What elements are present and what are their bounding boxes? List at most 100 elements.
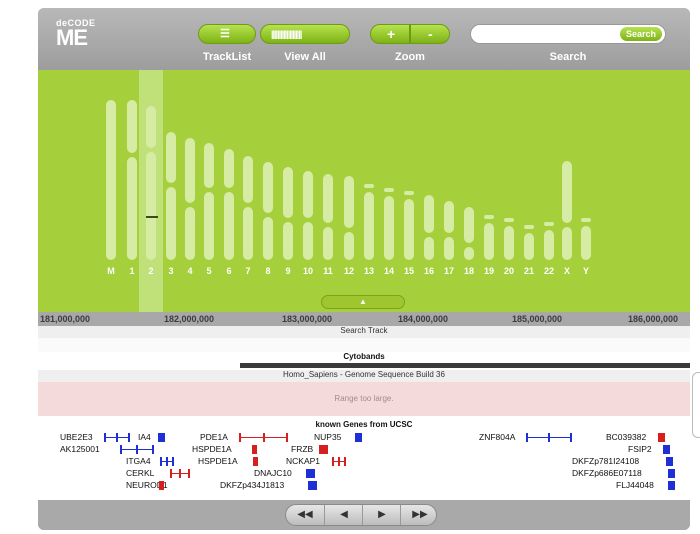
chromosome-label: 17 [443, 266, 454, 276]
chromosome-12[interactable]: 12 [342, 70, 356, 312]
gene-label[interactable]: NEUROD1 [126, 480, 168, 490]
cytoband-bar [240, 363, 690, 368]
pan-controls: ◀◀ ◀ ▶ ▶▶ [285, 504, 437, 526]
chromosome-label: 6 [226, 266, 232, 276]
chromosome-label: 9 [285, 266, 291, 276]
gene-exon [359, 433, 362, 442]
gene-label[interactable]: BC039382 [606, 432, 647, 442]
chromosome-label: 4 [187, 266, 193, 276]
gene-exon [355, 433, 358, 442]
gene-label[interactable]: ZNF804A [479, 432, 516, 442]
chromosome-8[interactable]: 8 [261, 70, 275, 312]
ruler-tick: 185,000,000 [512, 314, 563, 324]
range-message: Range too large. [334, 394, 394, 403]
gene-label[interactable]: CERKL [126, 468, 155, 478]
gene-label[interactable]: DKFZp434J1813 [220, 480, 285, 490]
chromosome-arm [344, 176, 354, 228]
chromosome-Y[interactable]: Y [579, 70, 593, 312]
chromosome-11[interactable]: 11 [321, 70, 335, 312]
gene-label[interactable]: AK125001 [60, 444, 100, 454]
chromosome-label: Y [582, 266, 589, 276]
gene-exon [255, 457, 258, 466]
gene-exon [338, 457, 340, 466]
chromosome-3[interactable]: 3 [164, 70, 178, 312]
gene-label[interactable]: NCKAP1 [286, 456, 321, 466]
search-button[interactable]: Search [619, 27, 662, 41]
jump-right-button[interactable]: ▶▶ [400, 505, 439, 525]
zoom-in-button[interactable]: + [370, 24, 410, 44]
chromosome-arm [562, 161, 572, 223]
chromosome-arm [323, 174, 333, 223]
gene-exon [172, 457, 174, 466]
side-panel-handle[interactable] [692, 372, 700, 438]
chromosome-13[interactable]: 13 [362, 70, 376, 312]
step-left-button[interactable]: ◀ [324, 505, 363, 525]
gene-exon [152, 445, 154, 454]
collapse-overview-button[interactable]: ▲ [321, 295, 405, 309]
gene-label[interactable]: ITGA4 [126, 456, 151, 466]
gene-exon [665, 445, 668, 454]
tracklist-button[interactable]: ☰ [198, 24, 256, 44]
chromosome-19[interactable]: 19 [482, 70, 496, 312]
gene-label[interactable]: DNAJC10 [254, 468, 292, 478]
region-marker [146, 216, 158, 218]
chromosome-label: 15 [403, 266, 414, 276]
chromosome-2[interactable]: 2 [144, 70, 158, 312]
gene-label[interactable]: DKFZp686E07118 [572, 468, 642, 478]
search-input[interactable] [479, 27, 623, 43]
chromosome-arm [224, 192, 234, 260]
chromosome-arm [524, 233, 534, 260]
chromosome-arm [106, 100, 116, 260]
gene-label[interactable]: FSIP2 [628, 444, 652, 454]
chromosome-arm [562, 227, 572, 260]
chromosome-arm [404, 199, 414, 260]
chromosome-4[interactable]: 4 [183, 70, 197, 312]
gene-label[interactable]: FLJ44048 [616, 480, 654, 490]
gene-exon [188, 469, 190, 478]
gene-exon [526, 433, 528, 442]
chromosome-6[interactable]: 6 [222, 70, 236, 312]
gene-label[interactable]: PDE1A [200, 432, 228, 442]
chromosome-20[interactable]: 20 [502, 70, 516, 312]
gene-label[interactable]: IA4 [138, 432, 151, 442]
chromosome-arm [404, 191, 414, 195]
gene-label[interactable]: UBE2E3 [60, 432, 93, 442]
chromosome-X[interactable]: X [560, 70, 574, 312]
gene-label[interactable]: FRZB [291, 444, 314, 454]
gene-label[interactable]: DKFZp781I24108 [572, 456, 640, 466]
chromosome-bars-icon: |||||||||||||||||||| [271, 29, 302, 39]
chromosome-9[interactable]: 9 [281, 70, 295, 312]
gene-label[interactable]: NUP35 [314, 432, 342, 442]
chromosome-16[interactable]: 16 [422, 70, 436, 312]
search-track-area [38, 338, 690, 352]
chromosome-1[interactable]: 1 [125, 70, 139, 312]
chromosome-M[interactable]: M [104, 70, 118, 312]
gene-label[interactable]: HSPDE1A [198, 456, 238, 466]
chromosome-14[interactable]: 14 [382, 70, 396, 312]
zoom-label: Zoom [395, 51, 425, 63]
decode-me-logo: deCODE ME [56, 18, 96, 49]
gene-exon [314, 481, 317, 490]
view-all-button[interactable]: |||||||||||||||||||| [260, 24, 350, 44]
chromosome-21[interactable]: 21 [522, 70, 536, 312]
plus-icon: + [387, 26, 396, 42]
chromosome-arm [484, 215, 494, 219]
chromosome-5[interactable]: 5 [202, 70, 216, 312]
genome-track-area: Range too large. [38, 382, 690, 416]
chromosome-17[interactable]: 17 [442, 70, 456, 312]
gene-exon [254, 445, 257, 454]
chromosome-18[interactable]: 18 [462, 70, 476, 312]
chromosome-15[interactable]: 15 [402, 70, 416, 312]
gene-label[interactable]: HSPDE1A [192, 444, 232, 454]
zoom-out-button[interactable]: - [410, 24, 450, 44]
chromosome-10[interactable]: 10 [301, 70, 315, 312]
gene-exon [670, 457, 673, 466]
jump-left-button[interactable]: ◀◀ [297, 509, 313, 520]
gene-glyph[interactable] [239, 437, 286, 438]
chromosome-arm [444, 201, 454, 233]
genome-track-title: Homo_Sapiens - Genome Sequence Build 36 [38, 370, 690, 382]
gene-exon [332, 457, 334, 466]
chromosome-22[interactable]: 22 [542, 70, 556, 312]
step-right-button[interactable]: ▶ [362, 505, 401, 525]
chromosome-7[interactable]: 7 [241, 70, 255, 312]
